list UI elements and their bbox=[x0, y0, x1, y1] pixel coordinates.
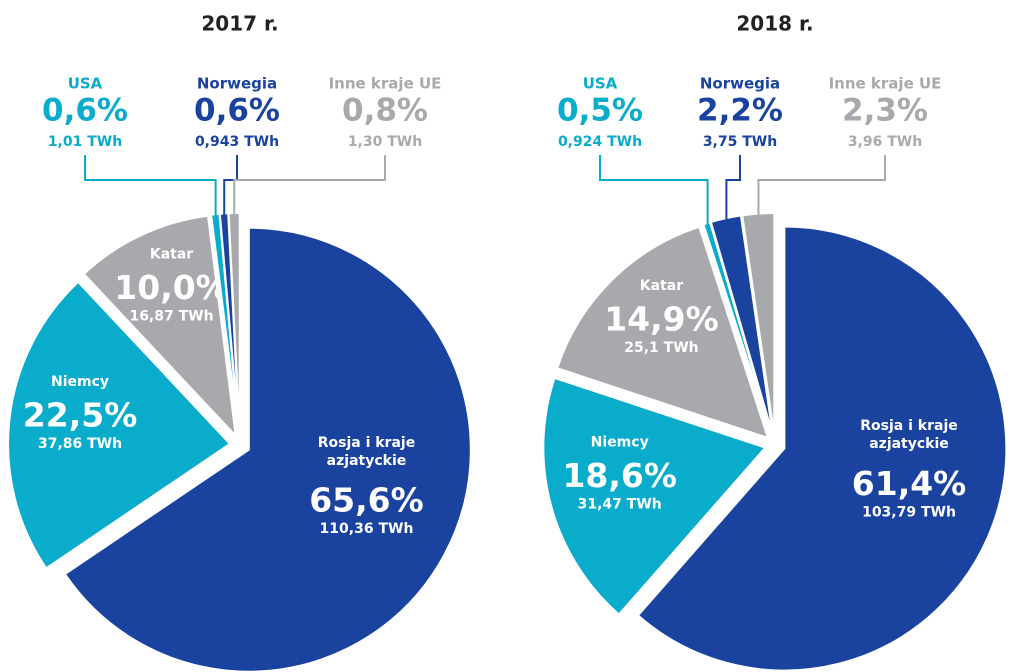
slice-value-label: 0,5% bbox=[557, 93, 643, 129]
slice-category-label: USA bbox=[583, 75, 618, 93]
slice-twh-label: 3,96 TWh bbox=[848, 134, 922, 150]
pie-slice bbox=[555, 225, 770, 440]
slice-category-label: Katar bbox=[150, 246, 193, 262]
slice-category-label: Inne kraje UE bbox=[329, 75, 442, 93]
slice-twh-label: 1,01 TWh bbox=[48, 134, 122, 150]
slice-value-label: 18,6% bbox=[562, 456, 677, 495]
slice-category-label: Rosja i kraje azjatyckie bbox=[317, 435, 416, 470]
slice-category-label: USA bbox=[68, 75, 103, 93]
leader-line bbox=[223, 155, 238, 217]
slice-twh-label: 0,924 TWh bbox=[558, 134, 642, 150]
pie-slice bbox=[542, 376, 768, 616]
pie-slice bbox=[7, 280, 232, 570]
chart-title: 2017 r. bbox=[201, 12, 278, 36]
slice-twh-label: 103,79 TWh bbox=[862, 504, 956, 520]
slice-value-label: 0,6% bbox=[42, 93, 128, 129]
category-text: Rosja i kraje azjatyckie bbox=[317, 435, 416, 470]
chart-title: 2018 r. bbox=[736, 12, 813, 36]
pie-slice bbox=[636, 225, 1008, 672]
slice-value-label: 10,0% bbox=[114, 268, 229, 307]
leader-line bbox=[233, 155, 386, 217]
slice-value-label: 0,6% bbox=[194, 93, 280, 129]
slice-category-label: Inne kraje UE bbox=[829, 75, 942, 93]
slice-value-label: 0,8% bbox=[342, 93, 428, 129]
slice-twh-label: 1,30 TWh bbox=[348, 134, 422, 150]
slice-value-label: 22,5% bbox=[23, 396, 138, 435]
slice-value-label: 65,6% bbox=[309, 481, 424, 520]
slice-twh-label: 110,36 TWh bbox=[320, 521, 414, 537]
slice-twh-label: 37,86 TWh bbox=[38, 436, 122, 452]
slice-twh-label: 31,47 TWh bbox=[578, 496, 662, 512]
slice-value-label: 61,4% bbox=[852, 464, 967, 503]
leader-line bbox=[757, 155, 886, 217]
leader-line bbox=[599, 155, 709, 227]
leader-line bbox=[84, 155, 217, 218]
pie-slice bbox=[63, 226, 472, 672]
slice-value-label: 2,3% bbox=[842, 93, 928, 129]
slice-category-label: Katar bbox=[640, 278, 683, 294]
slice-twh-label: 25,1 TWh bbox=[624, 340, 698, 356]
slice-category-label: Norwegia bbox=[700, 75, 780, 93]
slice-value-label: 14,9% bbox=[604, 299, 719, 338]
slice-category-label: Rosja i kraje azjatyckie bbox=[860, 418, 958, 453]
slice-category-label: Niemcy bbox=[51, 374, 109, 390]
slice-twh-label: 16,87 TWh bbox=[129, 308, 213, 324]
category-text: Rosja i kraje azjatyckie bbox=[860, 418, 958, 453]
slice-twh-label: 0,943 TWh bbox=[195, 134, 279, 150]
slice-category-label: Norwegia bbox=[197, 75, 277, 93]
slice-value-label: 2,2% bbox=[697, 93, 783, 129]
slice-twh-label: 3,75 TWh bbox=[703, 134, 777, 150]
pie-slice bbox=[82, 214, 238, 439]
leader-line bbox=[725, 155, 741, 222]
slice-category-label: Niemcy bbox=[591, 434, 649, 450]
